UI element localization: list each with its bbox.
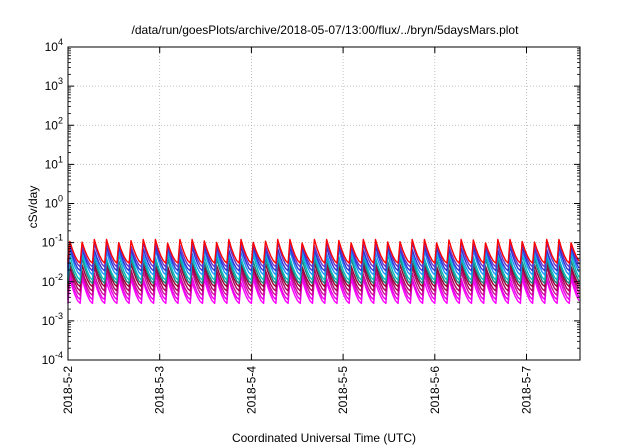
y-tick-label: 104 — [45, 37, 63, 54]
series-line — [67, 249, 580, 276]
y-tick-label: 102 — [45, 115, 63, 132]
y-axis: 10-4 10-3 10-2 10-1 100 101 102 103 104 — [42, 37, 580, 367]
grid — [68, 47, 580, 360]
series-line — [67, 262, 580, 288]
x-tick-label: 2018-5-5 — [336, 366, 350, 414]
series-line — [67, 278, 580, 305]
y-tick-label: 100 — [45, 194, 63, 211]
y-tick-label: 10-1 — [42, 233, 63, 250]
series-line — [67, 257, 580, 285]
series-line — [67, 245, 580, 272]
series-line — [67, 238, 580, 264]
x-axis-label: Coordinated Universal Time (UTC) — [232, 431, 416, 445]
series-line — [67, 266, 580, 292]
series-line — [67, 270, 580, 296]
x-axis: 2018-5-2 2018-5-3 2018-5-4 2018-5-5 2018-5-6… — [61, 47, 534, 414]
y-axis-label: cSv/day — [26, 186, 40, 229]
x-tick-label: 2018-5-4 — [244, 366, 258, 414]
y-tick-label: 10-2 — [42, 272, 63, 289]
y-tick-label: 101 — [45, 154, 63, 171]
x-tick-label: 2018-5-2 — [61, 366, 75, 414]
x-tick-label: 2018-5-7 — [520, 366, 534, 414]
series-layer — [67, 238, 580, 305]
y-tick-label: 10-3 — [42, 311, 63, 328]
series-line — [67, 241, 580, 268]
y-tick-label: 10-4 — [42, 350, 63, 367]
series-line — [67, 274, 580, 301]
series-line — [67, 253, 580, 281]
x-tick-label: 2018-5-3 — [153, 366, 167, 414]
x-tick-label: 2018-5-6 — [428, 366, 442, 414]
y-tick-label: 103 — [45, 76, 63, 93]
chart-title: /data/run/goesPlots/archive/2018-05-07/1… — [132, 23, 520, 37]
